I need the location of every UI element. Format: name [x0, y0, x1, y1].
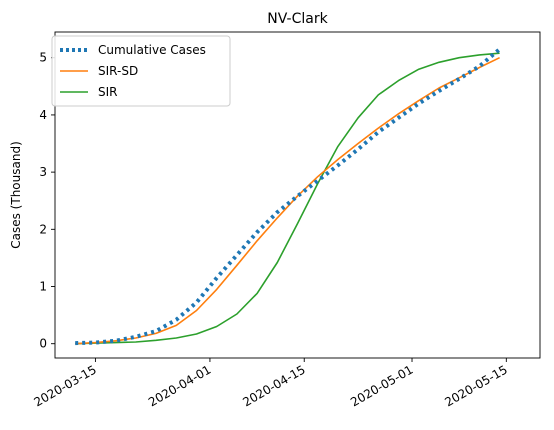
y-tick-label: 1 — [39, 280, 47, 294]
y-axis-title: Cases (Thousand) — [9, 141, 23, 249]
y-tick-label: 0 — [39, 337, 47, 351]
legend-box — [51, 35, 231, 107]
legend-label-sir: SIR — [98, 85, 118, 99]
x-tick-label: 2020-04-15 — [240, 362, 307, 409]
y-tick-label: 5 — [39, 51, 47, 65]
y-tick-label: 3 — [39, 165, 47, 179]
legend-label-sir-sd: SIR-SD — [98, 64, 138, 78]
x-tick-label: 2020-04-01 — [146, 362, 213, 409]
x-tick-label: 2020-05-01 — [348, 362, 415, 409]
y-tick-label: 2 — [39, 222, 47, 236]
plot-frame — [54, 31, 541, 359]
series-line-cumulative-cases — [75, 47, 501, 346]
x-tick-label: 2020-03-15 — [32, 362, 99, 409]
chart-title: NV-Clark — [267, 11, 328, 27]
y-tick-label: 4 — [39, 108, 47, 122]
legend: Cumulative Cases SIR-SD SIR — [51, 35, 231, 107]
x-tick-label: 2020-05-15 — [442, 362, 509, 409]
legend-label-cumulative-cases: Cumulative Cases — [98, 43, 206, 57]
series-line-sir — [75, 52, 500, 345]
